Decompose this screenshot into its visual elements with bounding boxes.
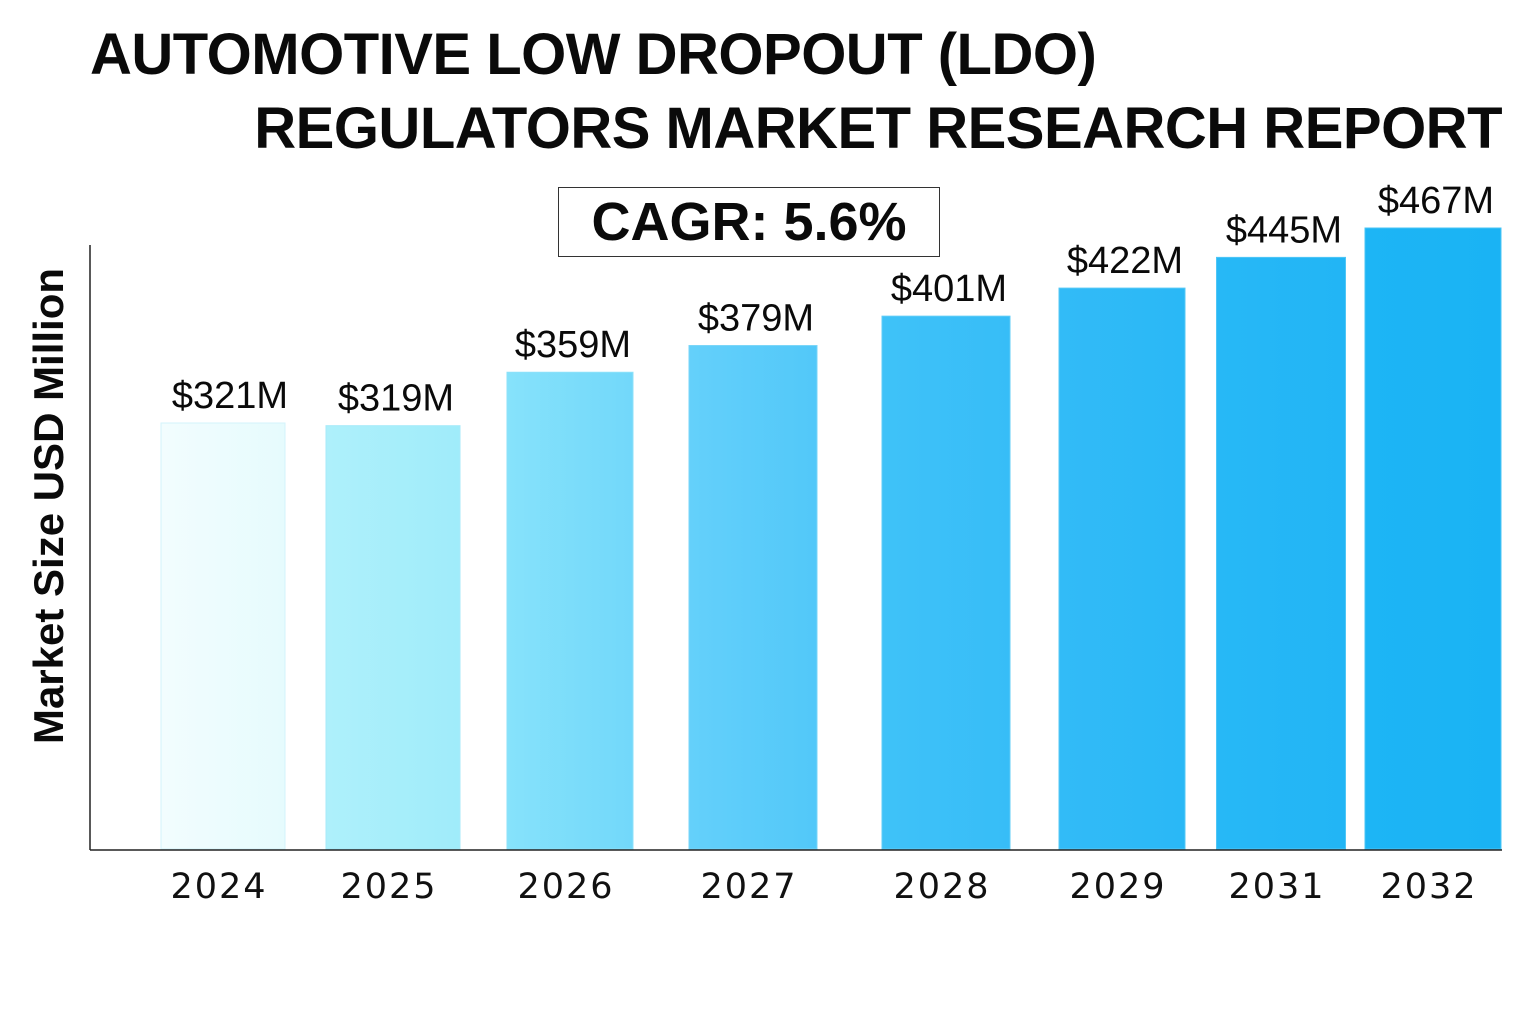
x-tick-label-2026: 2026 xyxy=(517,867,614,907)
data-label-2029: $422M xyxy=(1067,240,1183,282)
labels-layer: $321M 2024 $319M 2025 $359M 2026 $379M 2027 $401… xyxy=(170,180,1494,907)
axes-layer xyxy=(89,245,1502,851)
x-tick-label-2025: 2025 xyxy=(340,867,437,907)
bar-2026 xyxy=(506,371,634,850)
data-label-2032: $467M xyxy=(1378,180,1494,222)
bar-2027 xyxy=(688,345,818,850)
x-tick-label-2024: 2024 xyxy=(170,867,267,907)
bar-2025 xyxy=(325,425,461,850)
y-axis-label: Market Size USD Million xyxy=(25,268,72,744)
bars-layer xyxy=(160,227,1502,850)
x-tick-label-2031: 2031 xyxy=(1228,867,1325,907)
cagr-badge: CAGR: 5.6% xyxy=(558,187,940,257)
bar-2029 xyxy=(1058,287,1186,850)
x-tick-label-2032: 2032 xyxy=(1380,867,1477,907)
data-label-2028: $401M xyxy=(891,268,1007,310)
chart-title-line-2: REGULATORS MARKET RESEARCH REPORT xyxy=(254,96,1502,161)
bar-2031 xyxy=(1216,256,1346,850)
x-tick-label-2027: 2027 xyxy=(700,867,797,907)
bar-2028 xyxy=(881,315,1011,850)
data-label-2027: $379M xyxy=(698,298,814,340)
x-tick-label-2028: 2028 xyxy=(893,867,990,907)
data-label-2031: $445M xyxy=(1226,209,1342,251)
data-label-2024: $321M xyxy=(172,375,288,417)
x-tick-label-2029: 2029 xyxy=(1069,867,1166,907)
bar-2024 xyxy=(160,422,286,850)
cagr-label: CAGR: 5.6% xyxy=(591,192,907,252)
data-label-2025: $319M xyxy=(338,378,454,420)
chart-title-line-1: AUTOMOTIVE LOW DROPOUT (LDO) xyxy=(90,22,1097,87)
bar-2032 xyxy=(1364,227,1502,850)
data-label-2026: $359M xyxy=(515,324,631,366)
